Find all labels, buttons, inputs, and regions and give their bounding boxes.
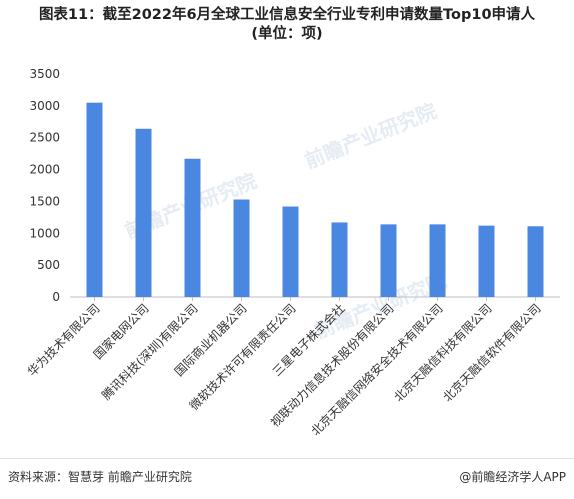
footer-divider [0,458,574,459]
chart-title-line1: 图表11：截至2022年6月全球工业信息安全行业专利申请数量Top10申请人 [38,7,536,23]
bar [527,226,544,297]
bar [478,225,495,297]
source-note: 资料来源：智慧芽 前瞻产业研究院 [8,470,192,484]
y-tick-label: 2500 [29,131,60,145]
y-tick-label: 1000 [29,226,60,240]
brand-credit: @前瞻经济学人APP [459,470,566,484]
y-tick-label: 3000 [29,99,60,113]
bar [331,222,348,297]
x-category-label: 腾讯科技(深圳)有限公司 [99,301,201,403]
y-tick-label: 500 [37,258,60,272]
x-category-label: 北京天融信科技有限公司 [391,301,494,404]
x-category-label: 北京天融信软件有限公司 [440,301,543,404]
x-category-label: 华为技术有限公司 [25,301,103,379]
y-tick-label: 3500 [29,67,60,81]
y-tick-label: 1500 [29,194,60,208]
chart-title-line2: (单位：项) [251,26,323,42]
bar [282,206,299,297]
bar-chart: 0500100015002000250030003500华为技术有限公司国家电网… [25,67,560,438]
bar [380,224,397,297]
chart-title: 图表11：截至2022年6月全球工业信息安全行业专利申请数量Top10申请人 (… [0,6,574,44]
bar [135,128,152,297]
y-tick-label: 0 [52,290,60,304]
bar [184,158,201,297]
bar [86,102,103,298]
bar [429,224,446,297]
y-tick-label: 2000 [29,163,60,177]
bar [233,199,250,297]
